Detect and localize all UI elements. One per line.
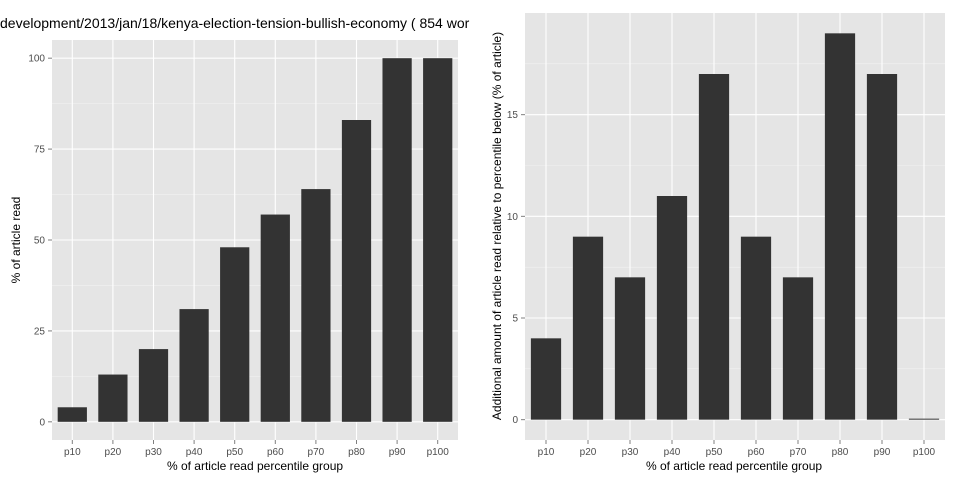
chart-right-y-ticks: 0 5 10 15 <box>507 110 525 426</box>
bar-p10 <box>57 407 87 422</box>
x-tick-label: p80 <box>348 447 365 458</box>
x-tick-label: p70 <box>308 447 325 458</box>
chart-left: development/2013/jan/18/kenya-election-t… <box>0 15 470 473</box>
y-tick-label: 5 <box>512 314 518 325</box>
bar-p60 <box>260 214 290 422</box>
chart-left-y-axis-title: % of article read <box>9 197 23 284</box>
bar-p30 <box>614 277 646 420</box>
y-tick-label: 100 <box>28 54 45 65</box>
x-tick-label: p100 <box>427 447 450 458</box>
x-tick-label: p50 <box>706 447 723 458</box>
y-tick-label: 25 <box>34 326 46 337</box>
x-tick-label: p80 <box>832 447 849 458</box>
chart-right-y-axis-title: Additional amount of article read relati… <box>490 32 504 420</box>
y-tick-label: 10 <box>507 212 519 223</box>
x-tick-label: p30 <box>145 447 162 458</box>
y-tick-label: 0 <box>39 417 45 428</box>
bar-p40 <box>656 196 688 420</box>
x-tick-label: p10 <box>64 447 81 458</box>
x-tick-label: p20 <box>105 447 122 458</box>
chart-right-bars <box>530 33 940 420</box>
chart-left-y-ticks: 0 25 50 75 100 <box>28 54 52 428</box>
x-tick-label: p30 <box>622 447 639 458</box>
chart-left-title: development/2013/jan/18/kenya-election-t… <box>0 15 470 31</box>
chart-right-x-ticks: p10 p20 p30 p40 p50 p60 p70 p80 p90 p100 <box>538 440 936 458</box>
x-tick-label: p60 <box>748 447 765 458</box>
chart-left-x-axis-title: % of article read percentile group <box>167 459 343 473</box>
y-tick-label: 15 <box>507 110 519 121</box>
y-tick-label: 50 <box>34 236 46 247</box>
bar-p80 <box>341 120 372 422</box>
bar-p20 <box>98 374 128 422</box>
bar-p40 <box>179 309 209 422</box>
chart-right-x-axis-title: % of article read percentile group <box>646 459 822 473</box>
bar-p80 <box>824 33 856 420</box>
bar-p90 <box>382 58 412 422</box>
x-tick-label: p40 <box>664 447 681 458</box>
bar-p100 <box>423 58 453 422</box>
chart-left-x-ticks: p10 p20 p30 p40 p50 p60 p70 p80 p90 p100 <box>64 440 449 458</box>
x-tick-label: p100 <box>913 447 936 458</box>
y-tick-label: 75 <box>34 145 46 156</box>
bar-p100 <box>908 418 940 420</box>
x-tick-label: p40 <box>186 447 203 458</box>
x-tick-label: p20 <box>580 447 597 458</box>
bar-p50 <box>220 247 250 422</box>
bar-p90 <box>866 74 898 420</box>
x-tick-label: p90 <box>874 447 891 458</box>
x-tick-label: p10 <box>538 447 555 458</box>
y-tick-label: 0 <box>512 415 518 426</box>
x-tick-label: p50 <box>226 447 243 458</box>
x-tick-label: p60 <box>267 447 284 458</box>
x-tick-label: p70 <box>790 447 807 458</box>
bar-p70 <box>301 189 331 422</box>
bar-p60 <box>740 236 772 420</box>
x-tick-label: p90 <box>389 447 406 458</box>
chart-right: 0 5 10 15 p10 p20 p30 p40 p50 p60 p70 p80 p90 p100 %… <box>490 13 945 473</box>
bar-p30 <box>138 349 169 422</box>
bar-p70 <box>782 277 814 420</box>
bar-p10 <box>530 338 562 420</box>
chart-left-bars <box>57 58 453 422</box>
bar-p50 <box>698 74 730 420</box>
bar-p20 <box>572 236 604 420</box>
